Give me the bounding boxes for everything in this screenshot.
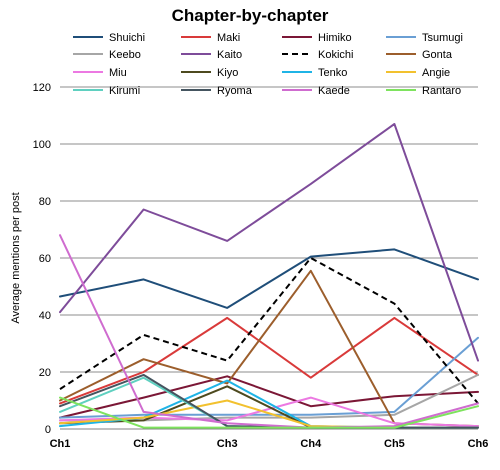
legend-label-tsumugi: Tsumugi: [422, 32, 463, 44]
series-line-maki: [59, 316, 479, 405]
y-tick-label: 100: [33, 139, 51, 151]
y-tick-label: 60: [39, 253, 51, 265]
x-tick-label: Ch6: [468, 438, 489, 450]
legend-label-keebo: Keebo: [109, 49, 141, 61]
legend-label-maki: Maki: [217, 32, 240, 44]
y-tick-label: 20: [39, 367, 51, 379]
y-tick-label: 40: [39, 310, 51, 322]
legend-label-himiko: Himiko: [318, 32, 352, 44]
x-tick-label: Ch2: [133, 438, 154, 450]
series-line-himiko: [59, 375, 479, 419]
y-tick-label: 80: [39, 196, 51, 208]
legend-label-rantaro: Rantaro: [422, 85, 461, 97]
legend-label-kokichi: Kokichi: [318, 49, 353, 61]
series-line-kokichi: [59, 257, 479, 405]
series-line-shuichi: [59, 248, 479, 309]
y-axis-title: Average mentions per post: [10, 192, 22, 323]
legend-label-angie: Angie: [422, 67, 450, 79]
x-tick-label: Ch5: [384, 438, 405, 450]
y-tick-label: 0: [45, 424, 51, 436]
legend-label-ryoma: Ryoma: [217, 85, 253, 97]
x-tick-label: Ch1: [50, 438, 71, 450]
legend-label-gonta: Gonta: [422, 49, 453, 61]
legend-label-shuichi: Shuichi: [109, 32, 145, 44]
legend-label-miu: Miu: [109, 67, 127, 79]
series-line-kaede: [59, 234, 479, 429]
legend-label-kiyo: Kiyo: [217, 67, 238, 79]
legend-label-kaito: Kaito: [217, 49, 242, 61]
x-tick-label: Ch4: [300, 438, 322, 450]
x-tick-label: Ch3: [217, 438, 238, 450]
series-line-rantaro: [59, 396, 479, 429]
series-line-tsumugi: [59, 336, 479, 419]
chart-title: Chapter-by-chapter: [171, 6, 329, 25]
y-tick-label: 120: [33, 82, 51, 94]
legend-label-kaede: Kaede: [318, 85, 350, 97]
legend-label-tenko: Tenko: [318, 67, 347, 79]
legend-label-kirumi: Kirumi: [109, 85, 140, 97]
series-line-kaito: [59, 123, 479, 362]
